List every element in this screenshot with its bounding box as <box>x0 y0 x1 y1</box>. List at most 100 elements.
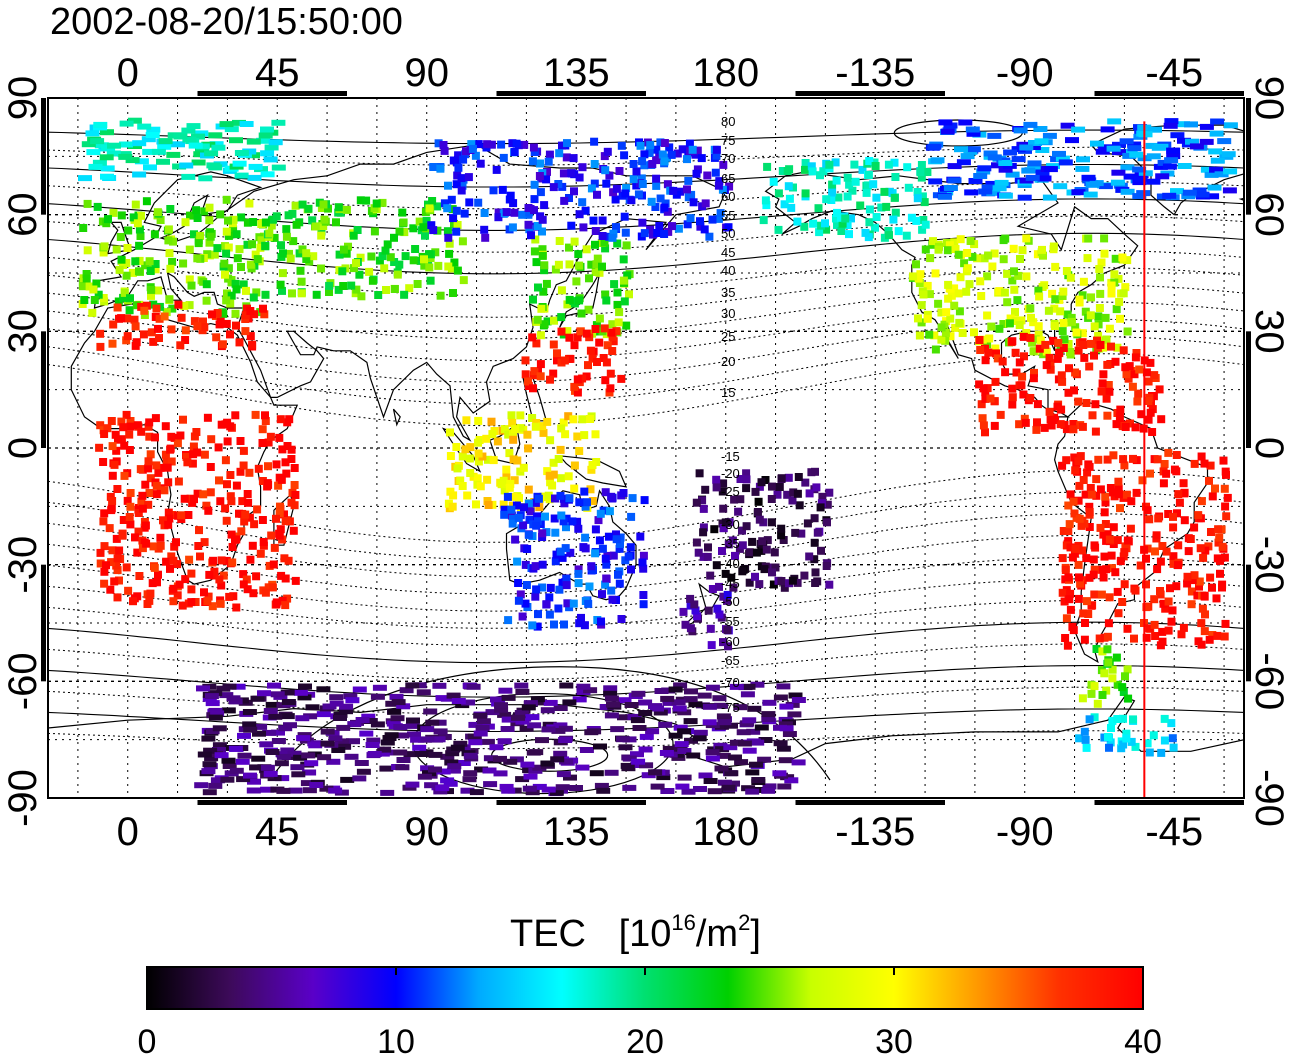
tec-cell <box>595 338 604 347</box>
tec-cell <box>1143 739 1152 748</box>
tec-cell <box>977 165 992 172</box>
tec-cell <box>710 525 719 534</box>
tec-cell <box>869 180 878 189</box>
tec-cell <box>1097 590 1106 599</box>
tec-cell <box>542 175 551 184</box>
tec-cell <box>497 140 506 149</box>
tec-cell <box>923 314 932 323</box>
tec-cell <box>587 184 596 193</box>
tec-cell <box>1036 336 1045 345</box>
tec-cell <box>723 596 731 605</box>
tec-cell <box>286 254 295 263</box>
tec-cell <box>199 317 207 326</box>
tec-cell <box>339 708 353 715</box>
tec-cell <box>771 563 780 572</box>
tec-cell <box>620 297 629 306</box>
tec-cell <box>483 140 492 149</box>
tec-cell <box>149 337 158 346</box>
tec-cell <box>780 200 789 209</box>
tec-cell <box>423 708 438 715</box>
tec-cell <box>256 243 265 252</box>
tec-cell <box>927 143 942 150</box>
tec-cell <box>1119 455 1128 464</box>
tec-cell <box>489 744 504 751</box>
tec-cell <box>435 785 450 792</box>
tec-cell <box>474 457 483 466</box>
tec-cell <box>557 313 566 322</box>
tec-cell <box>1187 600 1196 609</box>
tec-cell <box>677 709 692 716</box>
tec-cell <box>137 211 145 220</box>
tec-cell <box>1012 368 1021 377</box>
tec-cell <box>165 295 174 304</box>
tec-cell <box>231 309 240 318</box>
tec-cell <box>150 230 159 239</box>
tec-cell <box>954 289 963 298</box>
lon-tick-top: 45 <box>255 51 300 95</box>
tec-cell <box>145 132 160 138</box>
mlat-label: 20 <box>721 354 735 369</box>
tec-cell <box>584 729 599 736</box>
tec-cell <box>1170 132 1185 139</box>
tec-cell <box>712 561 721 570</box>
tec-cell <box>204 506 213 515</box>
tec-cell <box>237 752 252 759</box>
tec-cell <box>1072 328 1081 337</box>
tec-cell <box>532 585 541 594</box>
tec-cell <box>241 510 250 519</box>
tec-cell <box>693 165 702 174</box>
tec-cell <box>257 236 266 245</box>
tec-cell <box>926 254 935 263</box>
tec-cell <box>422 770 436 777</box>
tec-cell <box>510 208 519 217</box>
tec-cell <box>135 572 144 580</box>
tec-cell <box>810 555 819 564</box>
tec-cell <box>562 699 577 706</box>
tec-cell <box>1129 151 1144 158</box>
tec-cell <box>131 257 140 266</box>
tec-cell <box>833 221 841 229</box>
tec-cell <box>1221 151 1236 158</box>
tec-cell <box>167 432 176 441</box>
tec-cell <box>1065 595 1074 604</box>
tec-cell <box>1026 394 1035 402</box>
tec-cell <box>937 193 952 200</box>
tec-cell <box>1113 343 1122 352</box>
tec-cell <box>1200 166 1215 173</box>
tec-cell <box>1114 609 1123 618</box>
tec-cell <box>1078 291 1087 300</box>
tec-cell <box>280 713 295 720</box>
tec-cell <box>1150 371 1159 380</box>
tec-cell <box>146 474 155 483</box>
tec-cell <box>637 174 646 183</box>
tec-cell <box>400 290 409 299</box>
tec-cell <box>1199 123 1214 130</box>
tec-cell <box>558 553 567 562</box>
tec-cell <box>602 560 611 569</box>
tec-cell <box>1148 428 1157 436</box>
tec-cell <box>1064 527 1073 535</box>
tec-cell <box>925 330 934 339</box>
mlat-label: -35 <box>721 536 740 551</box>
tec-cell <box>1195 582 1203 591</box>
tec-cell <box>511 714 525 721</box>
tec-cell <box>827 196 836 204</box>
tec-cell <box>958 119 973 126</box>
tec-cell <box>627 196 636 205</box>
tec-cell <box>1055 155 1070 162</box>
tec-cell <box>542 279 551 288</box>
tec-cell <box>152 461 161 470</box>
mlat-contour-south-mid <box>412 692 674 795</box>
tec-cell <box>551 265 560 274</box>
tec-cell <box>229 225 238 234</box>
tec-cell <box>166 205 175 213</box>
tec-cell <box>1013 127 1028 134</box>
tec-cell <box>608 347 617 355</box>
tec-cell <box>534 610 542 619</box>
tec-cell <box>285 415 294 424</box>
tec-cell <box>280 747 295 754</box>
tec-cell <box>222 763 237 769</box>
tec-cell <box>1071 368 1080 377</box>
tec-cell <box>171 141 185 148</box>
tec-cell <box>492 165 501 174</box>
